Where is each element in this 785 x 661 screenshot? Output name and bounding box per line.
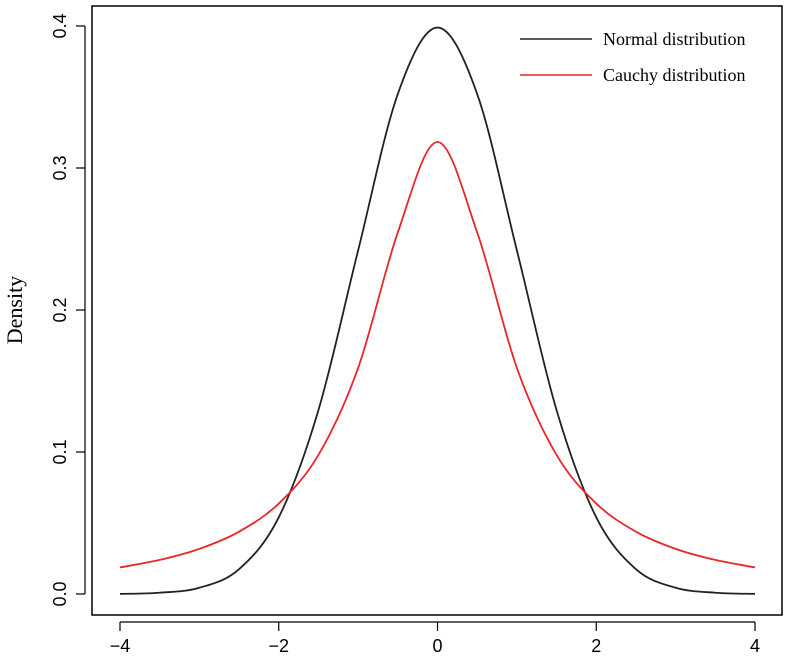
- y-tick-label: 0.0: [50, 581, 70, 606]
- series-line-cauchy: [119, 141, 756, 569]
- x-tick-labels: −4 −2 0 2 4: [110, 636, 760, 656]
- x-ticks: [119, 622, 756, 631]
- y-tick-label: 0.4: [50, 13, 70, 38]
- x-axis: −4 −2 0 2 4: [110, 621, 760, 656]
- series-lines: [119, 26, 756, 595]
- y-tick-label: 0.1: [50, 439, 70, 464]
- x-tick-label: −2: [268, 636, 289, 656]
- legend-label-normal: Normal distribution: [603, 29, 746, 49]
- series-line-normal: [119, 26, 756, 595]
- y-ticks: [76, 25, 85, 595]
- y-axis: 0.0 0.1 0.2 0.3 0.4: [50, 13, 86, 607]
- x-tick-label: 2: [591, 636, 601, 656]
- y-tick-labels: 0.0 0.1 0.2 0.3 0.4: [50, 13, 70, 606]
- plot-frame: [91, 5, 783, 616]
- x-tick-label: 4: [750, 636, 760, 656]
- y-tick-label: 0.2: [50, 297, 70, 322]
- legend-label-cauchy: Cauchy distribution: [603, 65, 746, 85]
- x-tick-label: 0: [432, 636, 442, 656]
- legend: Normal distribution Cauchy distribution: [520, 29, 746, 85]
- y-tick-label: 0.3: [50, 155, 70, 180]
- y-axis-title: Density: [2, 276, 27, 344]
- x-tick-label: −4: [110, 636, 131, 656]
